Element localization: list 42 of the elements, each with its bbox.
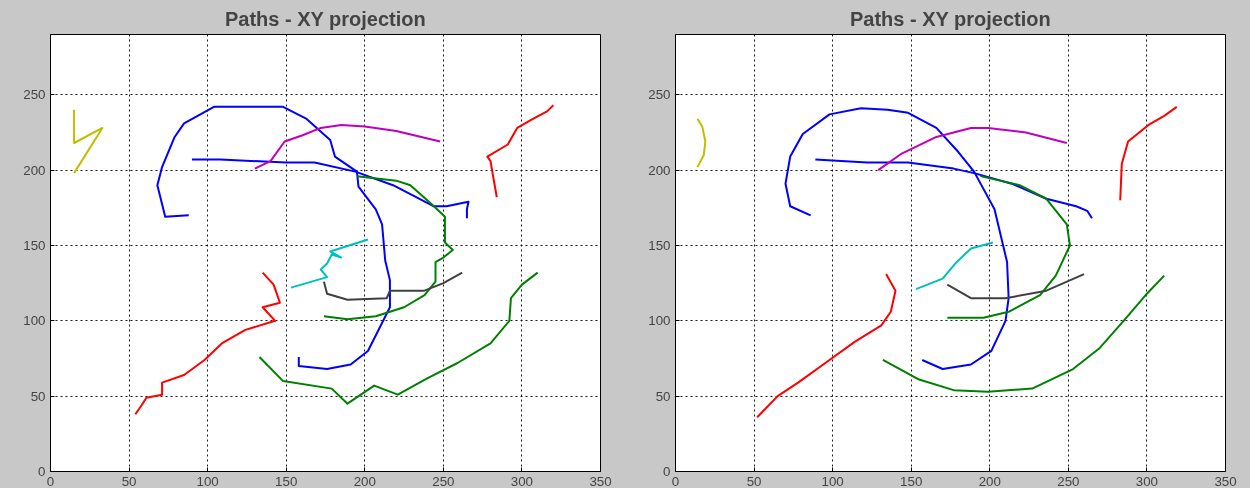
line-series [881, 274, 1166, 393]
y-tick-label: 100 [23, 313, 46, 329]
y-tick-label: 50 [655, 388, 671, 404]
y-tick-label: 250 [648, 87, 671, 103]
x-tick-label: 100 [196, 473, 219, 489]
y-tick-label: 250 [23, 87, 46, 103]
line-series [486, 104, 555, 199]
line-series [1119, 105, 1178, 202]
x-tick-label: 50 [121, 473, 137, 489]
line-series [289, 238, 369, 289]
line-series [946, 273, 1086, 300]
x-tick-label: 50 [746, 473, 762, 489]
chart-title: Paths - XY projection [849, 7, 1051, 30]
line-series [258, 271, 539, 405]
line-series [253, 123, 442, 170]
line-series [696, 117, 707, 169]
y-tick-label: 200 [648, 162, 671, 178]
chart-title: Paths - XY projection [224, 7, 426, 30]
y-tick-label: 150 [648, 237, 671, 253]
x-tick-label: 200 [978, 473, 1001, 489]
x-tick-label: 350 [1214, 473, 1237, 489]
line-series [877, 126, 1068, 172]
y-tick-label: 150 [23, 237, 46, 253]
line-series [322, 175, 454, 321]
x-tick-label: 150 [900, 473, 923, 489]
x-tick-label: 350 [589, 473, 612, 489]
line-series [946, 175, 1071, 319]
x-tick-label: 200 [353, 473, 376, 489]
y-tick-label: 200 [23, 162, 46, 178]
x-tick-label: 150 [275, 473, 298, 489]
x-tick-label: 300 [1135, 473, 1159, 489]
line-series [322, 271, 464, 301]
line-series [756, 273, 897, 419]
x-tick-label: 250 [1057, 473, 1080, 489]
x-tick-label: 250 [432, 473, 455, 489]
y-tick-label: 100 [648, 313, 671, 329]
x-tick-label: 300 [510, 473, 534, 489]
y-tick-label: 50 [30, 388, 46, 404]
line-series [134, 271, 281, 416]
line-series [73, 108, 104, 175]
x-tick-label: 100 [821, 473, 844, 489]
line-series [914, 241, 994, 291]
